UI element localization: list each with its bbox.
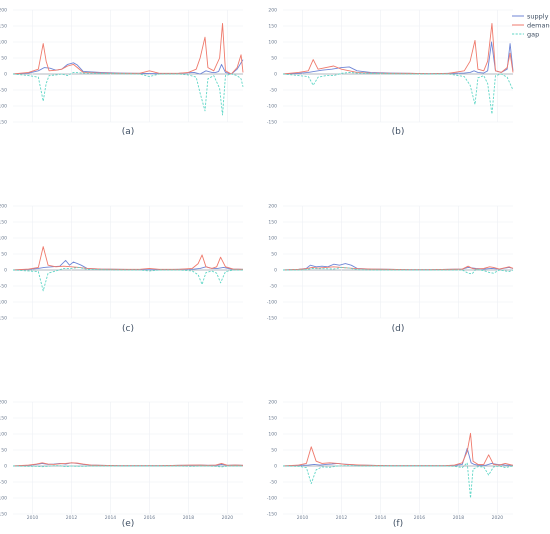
series-line-gap — [282, 71, 514, 115]
series-line-demand — [12, 22, 244, 75]
panel-caption: (f) — [393, 519, 403, 529]
y-tick-label: -100 — [267, 300, 277, 306]
panel-caption: (b) — [392, 127, 405, 137]
series-line-demand — [282, 432, 514, 467]
series-line-gap — [283, 266, 514, 275]
x-tick-label: 2016 — [414, 515, 426, 521]
y-tick-label: 50 — [271, 252, 277, 258]
y-tick-label: 200 — [0, 8, 7, 14]
panel-caption: (a) — [122, 127, 135, 137]
x-tick-label: 2012 — [336, 515, 348, 521]
legend: supplydemandgap — [512, 12, 550, 38]
y-tick-label: 0 — [4, 464, 7, 470]
y-tick-label: 100 — [0, 40, 7, 46]
y-tick-label: 0 — [274, 72, 277, 78]
series-line-gap — [12, 71, 244, 116]
panel-caption: (c) — [122, 324, 134, 334]
legend-label: supply — [527, 12, 549, 20]
series-line-gap — [282, 462, 514, 499]
y-tick-label: 150 — [0, 220, 7, 226]
x-tick-label: 2012 — [66, 515, 78, 521]
y-tick-label: -100 — [0, 300, 7, 306]
panel-e: 200 150 100 50 0 -50 -100 -150 2010 2012 2014 2016 2… — [0, 400, 244, 529]
series-line-demand — [282, 22, 514, 75]
y-tick-label: -150 — [267, 512, 277, 518]
y-tick-label: 150 — [268, 416, 277, 422]
y-tick-label: 150 — [268, 220, 277, 226]
panel-d: 200 150 100 50 0 -50 -100 -150 (d) — [267, 204, 514, 334]
y-tick-label: 200 — [0, 204, 7, 210]
series-line-demand — [12, 246, 244, 271]
y-tick-label: 100 — [268, 432, 277, 438]
series-line-gap — [12, 465, 243, 468]
y-tick-label: -50 — [270, 88, 277, 94]
y-tick-label: 100 — [0, 432, 7, 438]
y-tick-label: 0 — [274, 268, 277, 274]
series-line-gap — [12, 266, 243, 292]
y-tick-label: -50 — [0, 284, 7, 290]
series-line-supply — [282, 447, 514, 467]
y-tick-label: -50 — [270, 284, 277, 290]
y-tick-label: -150 — [267, 120, 277, 126]
y-tick-label: 200 — [268, 204, 277, 210]
panel-caption: (d) — [392, 324, 405, 334]
y-tick-label: -100 — [0, 104, 7, 110]
y-tick-label: -100 — [267, 496, 277, 502]
y-tick-label: -150 — [0, 512, 7, 518]
x-tick-label: 2010 — [297, 515, 309, 521]
x-tick-label: 2018 — [183, 515, 195, 521]
y-tick-label: -150 — [267, 316, 277, 322]
y-tick-label: 50 — [271, 448, 277, 454]
legend-item-demand[interactable]: demand — [512, 21, 550, 29]
x-tick-label: 2020 — [492, 515, 504, 521]
panel-c: 200 150 100 50 0 -50 -100 -150 (c) — [0, 204, 244, 334]
y-tick-label: 50 — [271, 56, 277, 62]
y-tick-label: 100 — [268, 236, 277, 242]
panel-caption: (e) — [122, 519, 135, 529]
y-tick-label: 100 — [268, 40, 277, 46]
y-tick-label: -100 — [267, 104, 277, 110]
panels: 200 150 100 50 0 -50 -100 -150 (a) 200 150 100 50 0 -5… — [0, 8, 514, 529]
y-tick-label: 200 — [268, 400, 277, 406]
panel-b: 200 150 100 50 0 -50 -100 -150 (b) — [267, 8, 514, 137]
x-tick-label: 2010 — [27, 515, 39, 521]
y-tick-label: 50 — [1, 252, 7, 258]
y-tick-label: 50 — [1, 448, 7, 454]
legend-label: gap — [527, 30, 539, 38]
y-tick-label: 150 — [0, 24, 7, 30]
panel-a: 200 150 100 50 0 -50 -100 -150 (a) — [0, 8, 244, 137]
y-tick-label: 0 — [4, 72, 7, 78]
y-tick-label: -100 — [0, 496, 7, 502]
y-tick-label: -150 — [0, 316, 7, 322]
y-tick-label: 200 — [268, 8, 277, 14]
y-tick-label: 0 — [274, 464, 277, 470]
y-tick-label: -50 — [0, 480, 7, 486]
x-tick-label: 2016 — [144, 515, 156, 521]
y-tick-label: 150 — [268, 24, 277, 30]
y-tick-label: 200 — [0, 400, 7, 406]
y-tick-label: -150 — [0, 120, 7, 126]
legend-item-gap[interactable]: gap — [512, 30, 539, 38]
y-tick-label: -50 — [0, 88, 7, 94]
legend-label: demand — [527, 21, 550, 29]
y-tick-label: 0 — [4, 268, 7, 274]
series-line-demand — [12, 462, 244, 467]
panel-f: 200 150 100 50 0 -50 -100 -150 2010 2012 2014 2016 2… — [267, 400, 514, 529]
y-tick-label: 100 — [0, 236, 7, 242]
x-tick-label: 2020 — [222, 515, 234, 521]
x-tick-label: 2014 — [375, 515, 387, 521]
y-tick-label: -50 — [270, 480, 277, 486]
y-tick-label: 150 — [0, 416, 7, 422]
y-tick-label: 50 — [1, 56, 7, 62]
x-tick-label: 2014 — [105, 515, 117, 521]
legend-item-supply[interactable]: supply — [512, 12, 549, 20]
x-tick-label: 2018 — [453, 515, 465, 521]
